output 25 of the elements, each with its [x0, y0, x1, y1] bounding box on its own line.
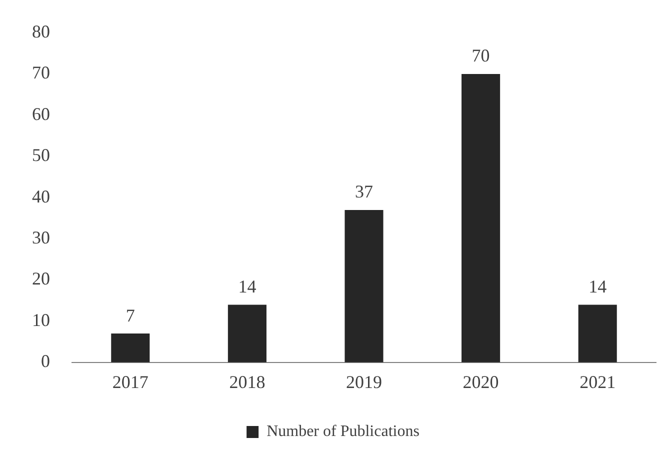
data-label: 14 [588, 276, 607, 296]
bar [578, 304, 617, 362]
bar [344, 210, 384, 362]
bar [111, 334, 150, 362]
data-label: 70 [472, 46, 490, 66]
data-label: 37 [355, 182, 373, 202]
x-tick-label: 2019 [346, 372, 382, 392]
bar [462, 74, 500, 362]
bar [228, 304, 266, 362]
data-label: 7 [126, 305, 135, 326]
y-tick-label: 10 [32, 310, 50, 330]
y-tick-label: 60 [32, 104, 50, 124]
x-tick-label: 2017 [112, 372, 148, 392]
y-tick-label: 20 [32, 268, 50, 289]
y-tick-label: 70 [32, 62, 50, 83]
y-tick-label: 50 [32, 145, 50, 166]
x-tick-label: 2018 [229, 372, 266, 392]
legend-label: Number of Publications [266, 423, 420, 440]
y-tick-label: 0 [41, 351, 50, 372]
data-label: 14 [238, 276, 256, 296]
y-tick-label: 40 [32, 186, 50, 206]
y-tick-label: 80 [32, 22, 50, 42]
x-tick-label: 2021 [580, 372, 616, 392]
x-tick-label: 2020 [462, 372, 499, 392]
y-tick-label: 30 [32, 228, 50, 248]
